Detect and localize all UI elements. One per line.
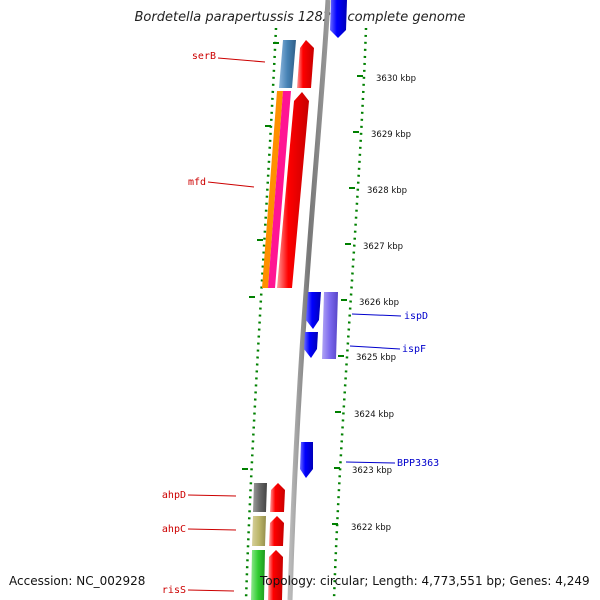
kbp-tick-label: 3627 kbp <box>363 242 403 252</box>
kbp-axis-labels: 3630 kbp 3629 kbp 3628 kbp 3627 kbp 3626 kbp… <box>351 74 416 533</box>
forward-strand-features <box>251 40 314 600</box>
kbp-tick-label: 3630 kbp <box>376 74 416 84</box>
gene-ispD-blue-arrow <box>306 292 321 329</box>
kbp-tick-label: 3625 kbp <box>356 353 396 363</box>
gene-risS-red-arrow <box>268 550 283 600</box>
gene-labels: serB mfd ahpD ahpC risS ispD ispF BPP3363 <box>162 51 439 596</box>
gene-ahpC-red-arrow <box>269 516 284 546</box>
gene-ahpD-grey-block <box>253 483 267 512</box>
gene-label-ahpD: ahpD <box>162 490 186 501</box>
inner-ring-ticks <box>242 42 279 470</box>
right-label-leaders <box>345 313 402 464</box>
gene-label-ispD: ispD <box>404 311 428 322</box>
gene-ispF-blue-arrow <box>304 332 318 358</box>
gene-mfd-orange-bar <box>262 91 283 288</box>
genome-summary: Topology: circular; Length: 4,773,551 bp… <box>260 574 590 588</box>
gene-BPP3363-blue-arrow <box>300 442 313 478</box>
gene-label-ispF: ispF <box>402 344 426 355</box>
outer-ring-ticks <box>332 75 363 525</box>
kbp-tick-label: 3624 kbp <box>354 410 394 420</box>
gene-ahpD-red-arrow <box>270 483 285 512</box>
kbp-tick-label: 3622 kbp <box>351 523 391 533</box>
gene-label-ahpC: ahpC <box>162 524 186 535</box>
gene-serB-block <box>279 40 296 88</box>
gene-ispD-purple-block <box>322 292 338 359</box>
kbp-tick-label: 3623 kbp <box>352 466 392 476</box>
accession-label: Accession: NC_002928 <box>9 574 146 588</box>
left-label-leaders <box>187 57 266 592</box>
kbp-tick-label: 3626 kbp <box>359 298 399 308</box>
gene-top-blue-arrow <box>330 0 347 38</box>
gene-label-risS: risS <box>162 585 186 596</box>
gene-mfd-magenta-bar <box>268 91 291 288</box>
gene-red-top-arrow <box>297 40 314 88</box>
kbp-tick-label: 3629 kbp <box>371 130 411 140</box>
inner-dotted-ring <box>244 27 278 600</box>
gene-label-serB: serB <box>192 51 216 62</box>
gene-risS-green-block <box>251 550 265 600</box>
genome-backbone <box>287 0 331 600</box>
gene-mfd-red-arrow <box>277 92 309 288</box>
gene-ahpC-khaki-block <box>252 516 266 546</box>
gene-label-mfd: mfd <box>188 177 206 188</box>
reverse-strand-features <box>300 0 347 478</box>
kbp-tick-label: 3628 kbp <box>367 186 407 196</box>
gene-label-BPP3363: BPP3363 <box>397 458 439 469</box>
map-title: Bordetella parapertussis 12822, complete… <box>134 10 466 25</box>
